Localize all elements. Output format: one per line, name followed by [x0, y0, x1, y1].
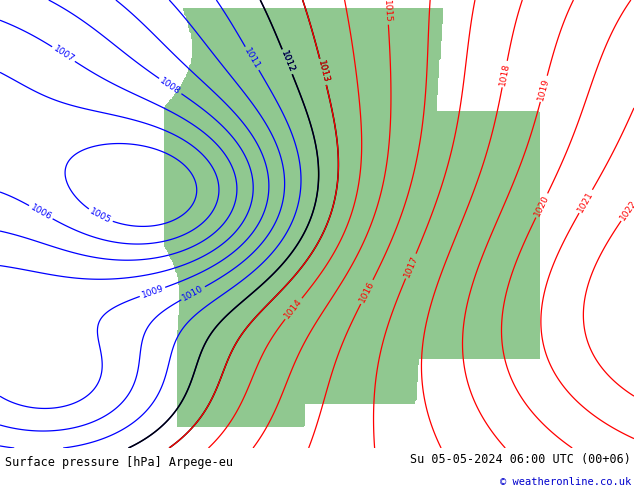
Text: 1007: 1007 [51, 44, 75, 64]
Text: 1005: 1005 [88, 207, 113, 225]
Text: 1015: 1015 [382, 0, 392, 23]
Text: 1006: 1006 [29, 203, 53, 222]
Text: 1012: 1012 [279, 49, 295, 74]
Text: 1009: 1009 [140, 284, 165, 300]
Text: 1022: 1022 [619, 198, 634, 222]
Text: © weatheronline.co.uk: © weatheronline.co.uk [500, 477, 631, 488]
Text: 1018: 1018 [498, 62, 511, 86]
Text: 1017: 1017 [402, 254, 420, 278]
Text: 1013: 1013 [316, 60, 330, 84]
Text: 1019: 1019 [536, 76, 551, 101]
Text: 1012: 1012 [279, 49, 295, 74]
Text: Surface pressure [hPa] Arpege-eu: Surface pressure [hPa] Arpege-eu [5, 456, 233, 469]
Text: 1010: 1010 [181, 284, 205, 303]
Text: 1013: 1013 [316, 60, 330, 84]
Text: 1021: 1021 [576, 189, 595, 214]
Text: 1008: 1008 [158, 76, 183, 96]
Text: Su 05-05-2024 06:00 UTC (00+06): Su 05-05-2024 06:00 UTC (00+06) [410, 453, 631, 466]
Text: 1014: 1014 [283, 297, 304, 320]
Text: 1020: 1020 [533, 193, 551, 218]
Text: 1011: 1011 [242, 46, 262, 71]
Text: 1016: 1016 [358, 280, 376, 304]
